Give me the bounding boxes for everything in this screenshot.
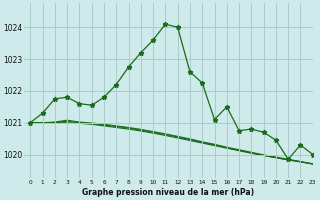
X-axis label: Graphe pression niveau de la mer (hPa): Graphe pression niveau de la mer (hPa) [82, 188, 254, 197]
